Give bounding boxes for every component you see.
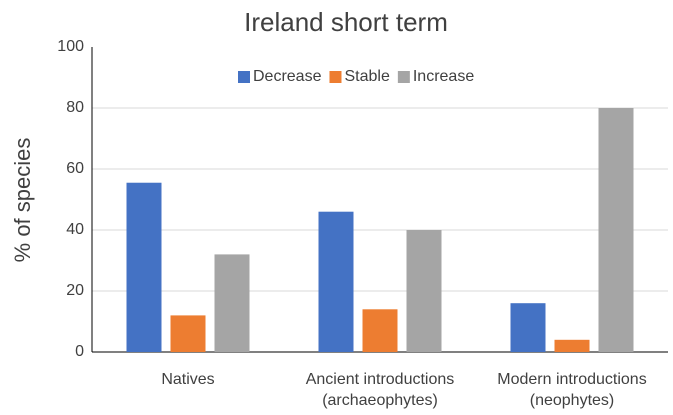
y-tick-label: 20 [66,282,84,299]
y-tick-label: 80 [66,99,84,116]
y-tick-label: 40 [66,221,84,238]
bar [362,309,398,352]
legend-swatch [329,71,342,83]
bar [170,315,206,352]
bar [406,230,442,352]
x-tick-label: (neophytes) [530,392,615,409]
bar [126,182,162,352]
bar [554,339,590,352]
x-tick-label: Ancient introductions [306,371,455,388]
legend-swatch [238,71,250,83]
y-axis-label: % of species [10,138,35,263]
x-tick-label: Natives [161,371,214,388]
chart-title: Ireland short term [244,7,448,37]
x-tick-label: Modern introductions [497,371,646,388]
y-tick-label: 0 [75,343,84,360]
bar [214,254,250,352]
legend-swatch [397,71,410,83]
legend-label: Increase [413,68,474,85]
x-tick-label: (archaeophytes) [322,392,438,409]
bar [598,108,634,352]
bar [318,211,354,352]
legend-label: Decrease [253,68,322,85]
y-tick-label: 100 [57,38,84,55]
y-tick-label: 60 [66,160,84,177]
legend-label: Stable [344,68,389,85]
bar [510,303,546,352]
